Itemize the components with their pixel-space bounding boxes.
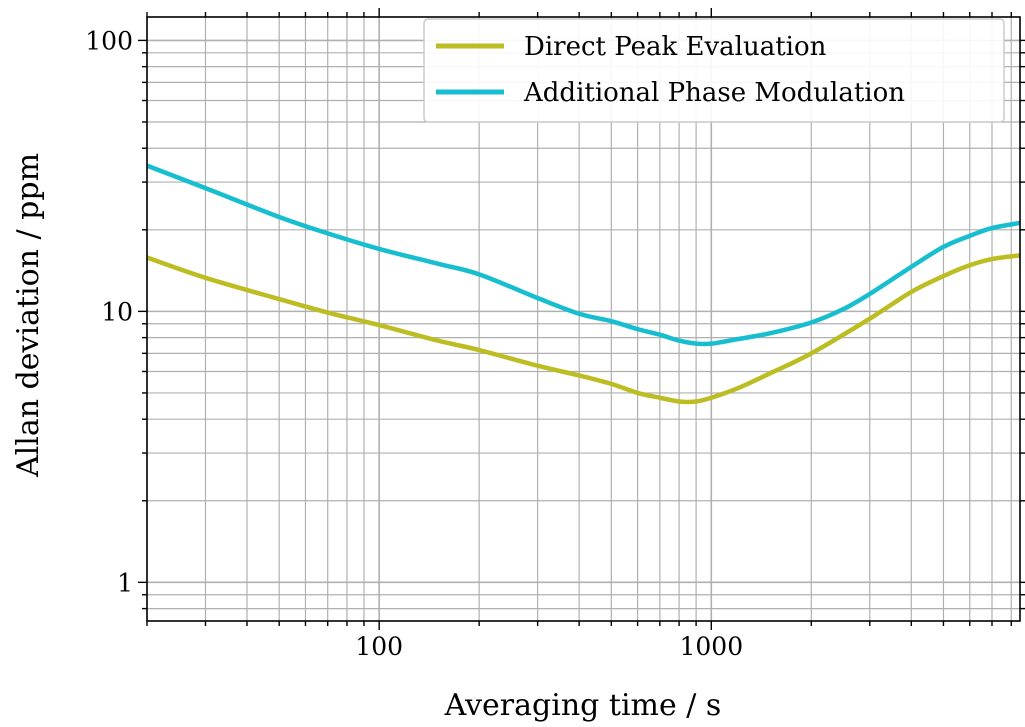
x-tick-label: 100 xyxy=(355,632,403,661)
x-tick-labels: 100 1000 xyxy=(355,632,743,661)
legend: Direct Peak Evaluation Additional Phase … xyxy=(423,18,1005,123)
legend-label-direct-peak: Direct Peak Evaluation xyxy=(524,32,827,62)
x-axis-label: Averaging time / s xyxy=(444,688,722,723)
series-line-phase-modulation xyxy=(146,163,1021,347)
y-tick-label: 100 xyxy=(85,26,133,55)
legend-label-phase-modulation: Additional Phase Modulation xyxy=(523,78,905,108)
legend-box xyxy=(423,18,1005,123)
x-tick-label: 1000 xyxy=(679,632,743,661)
y-tick-label: 1 xyxy=(117,568,133,597)
y-axis-label: Allan deviation / ppm xyxy=(11,153,46,478)
y-tick-labels: 1 10 100 xyxy=(85,26,133,597)
series-layer xyxy=(146,163,1021,405)
series-line-direct-peak xyxy=(146,253,1021,405)
y-tick-label: 10 xyxy=(101,297,133,326)
tick-layer xyxy=(138,8,1025,630)
plot-frame xyxy=(146,16,1021,622)
